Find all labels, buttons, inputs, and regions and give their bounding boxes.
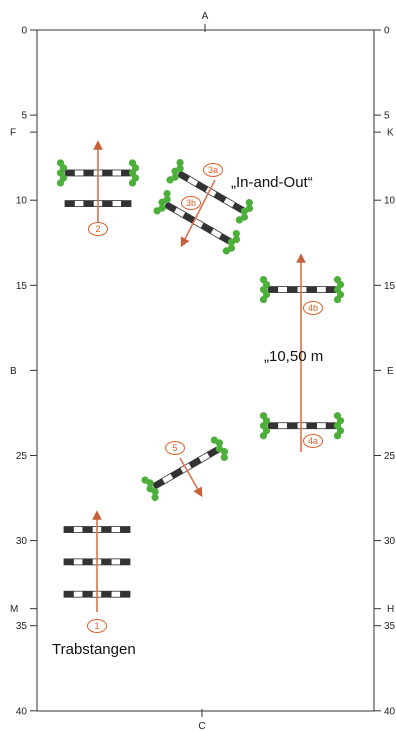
hedge-icon xyxy=(259,275,271,304)
scale-label-left: 5 xyxy=(21,111,27,122)
side-letter-right: K xyxy=(387,128,394,139)
hedge-icon xyxy=(222,229,241,255)
marker-4a: 4a xyxy=(303,434,323,448)
scale-label-left: 10 xyxy=(16,196,28,207)
obstacles xyxy=(56,158,345,598)
scale-label-left: 40 xyxy=(16,706,28,717)
distance-label: „10,50 m xyxy=(264,348,323,365)
scale-label-left: 30 xyxy=(16,536,28,547)
svg-text:4a: 4a xyxy=(308,436,318,446)
arrow-3 xyxy=(180,179,216,248)
hedge-icon xyxy=(259,412,271,440)
scale-label-right: 40 xyxy=(384,706,396,717)
top-letter: A xyxy=(202,11,209,22)
marker-5: 5 xyxy=(165,441,185,455)
hedge-icon xyxy=(210,436,229,462)
scale-label-right: 35 xyxy=(384,621,396,632)
fence-4a xyxy=(259,412,345,440)
fence-3a xyxy=(166,158,254,224)
scale-label-left: 35 xyxy=(16,621,28,632)
side-letter-right: H xyxy=(387,604,394,615)
scale-label-right: 30 xyxy=(384,536,396,547)
side-letter-left: B xyxy=(10,366,17,377)
marker-3b: 3b xyxy=(181,196,201,210)
hedge-icon xyxy=(56,159,68,187)
side-letter-left: F xyxy=(10,128,16,139)
arena-boundary xyxy=(36,29,375,712)
scale-label-left: 0 xyxy=(21,26,27,37)
svg-text:3a: 3a xyxy=(208,165,218,175)
scale-label-right: 0 xyxy=(384,26,390,37)
fence-4b xyxy=(259,275,345,304)
trabstangen-label: Trabstangen xyxy=(52,641,136,658)
side-letter-left: M xyxy=(10,604,18,615)
hedge-icon xyxy=(141,476,159,502)
hedge-icon xyxy=(153,189,171,215)
in-and-out-label: „In-and-Out“ xyxy=(231,174,313,191)
fence-3b xyxy=(153,189,241,255)
scale-label-right: 10 xyxy=(384,196,396,207)
hedge-icon xyxy=(333,275,345,304)
hedge-icon xyxy=(235,198,254,224)
svg-text:5: 5 xyxy=(172,443,177,453)
number-markers: 1 2 3a 3b 4a 4b 5 xyxy=(87,163,323,633)
bottom-letter: C xyxy=(198,721,205,731)
svg-text:1: 1 xyxy=(94,621,99,631)
scale-label-left: 25 xyxy=(16,451,28,462)
direction-arrows xyxy=(92,140,306,612)
fence-5 xyxy=(141,436,229,502)
hedge-icon xyxy=(166,158,184,184)
marker-2: 2 xyxy=(88,222,108,236)
marker-3a: 3a xyxy=(203,163,223,177)
scale-label-left: 15 xyxy=(16,281,28,292)
hedge-icon xyxy=(333,412,345,440)
scale-label-right: 5 xyxy=(384,111,390,122)
scale-label-right: 15 xyxy=(384,281,396,292)
svg-text:4b: 4b xyxy=(308,303,318,313)
arrow-5 xyxy=(179,457,203,498)
side-letter-right: E xyxy=(387,366,394,377)
hedge-icon xyxy=(128,159,140,187)
svg-text:3b: 3b xyxy=(186,198,196,208)
svg-text:2: 2 xyxy=(95,224,100,234)
marker-4b: 4b xyxy=(303,301,323,315)
marker-1: 1 xyxy=(87,619,107,633)
side-letters: F K B E M H xyxy=(10,128,394,616)
scale-label-right: 25 xyxy=(384,451,396,462)
